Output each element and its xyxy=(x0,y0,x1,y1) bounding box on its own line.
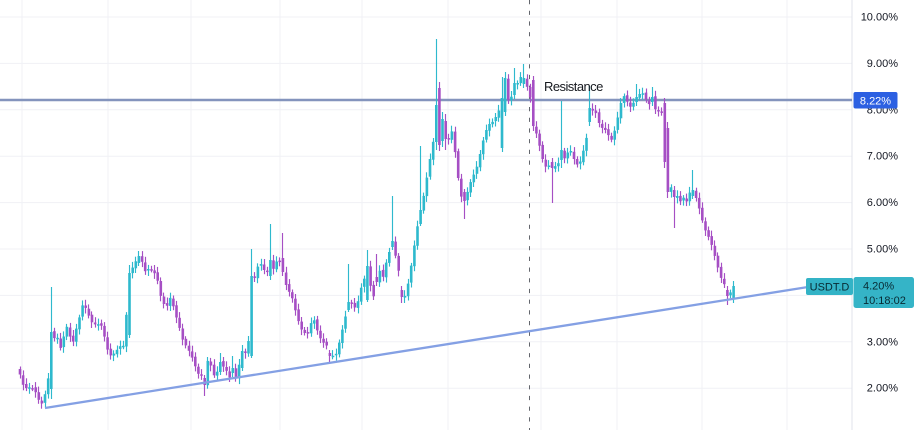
svg-text:10.00%: 10.00% xyxy=(861,12,899,24)
svg-text:8.22%: 8.22% xyxy=(860,95,891,107)
svg-text:3.00%: 3.00% xyxy=(867,336,898,348)
svg-text:9.00%: 9.00% xyxy=(867,58,898,70)
svg-text:2.00%: 2.00% xyxy=(867,383,898,395)
svg-text:5.00%: 5.00% xyxy=(867,244,898,256)
svg-text:Resistance: Resistance xyxy=(544,79,603,94)
svg-text:4.20%: 4.20% xyxy=(863,281,894,293)
svg-text:6.00%: 6.00% xyxy=(867,197,898,209)
svg-text:10:18:02: 10:18:02 xyxy=(863,295,906,307)
svg-text:USDT.D: USDT.D xyxy=(810,282,850,294)
svg-text:7.00%: 7.00% xyxy=(867,151,898,163)
